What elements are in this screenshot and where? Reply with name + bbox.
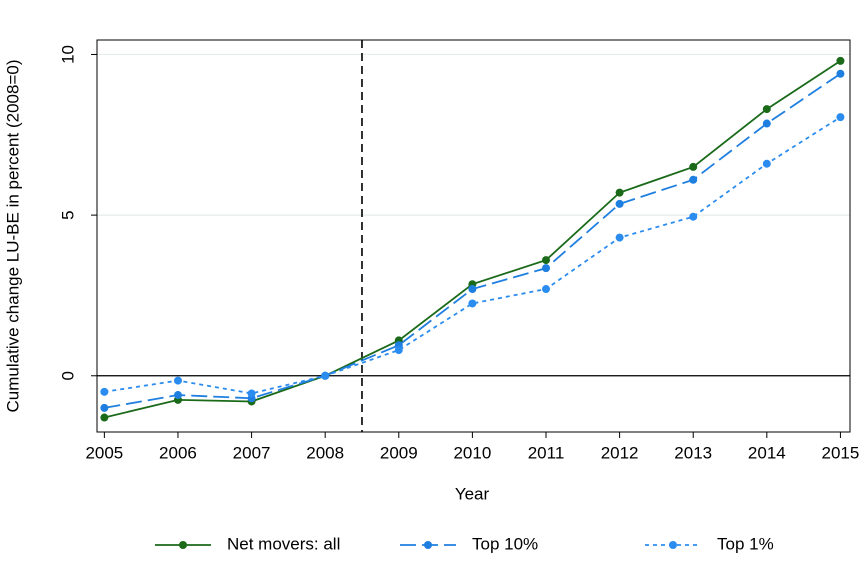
- y-tick-label: 5: [58, 210, 77, 219]
- series-marker: [836, 113, 845, 122]
- series-marker: [100, 387, 109, 396]
- series-marker: [468, 299, 477, 308]
- x-tick-label: 2008: [306, 443, 344, 462]
- legend-marker: [424, 541, 432, 549]
- series-marker: [247, 389, 256, 398]
- legend-label: Net movers: all: [227, 534, 340, 553]
- legend-label: Top 10%: [472, 534, 538, 553]
- series-marker: [100, 413, 109, 422]
- x-tick-label: 2013: [674, 443, 712, 462]
- y-axis-label: Cumulative change LU-BE in percent (2008…: [3, 60, 22, 413]
- series-marker: [836, 56, 845, 65]
- series-marker: [394, 346, 403, 355]
- series-marker: [689, 212, 698, 221]
- series-marker: [689, 175, 698, 184]
- series-line: [104, 60, 841, 419]
- series-marker: [689, 162, 698, 171]
- series-marker: [615, 188, 624, 197]
- series-marker: [173, 376, 182, 385]
- series-marker: [542, 285, 551, 294]
- x-axis-label: Year: [455, 484, 490, 503]
- series-marker: [468, 285, 477, 294]
- series-marker: [173, 391, 182, 400]
- x-tick-label: 2015: [822, 443, 860, 462]
- x-tick-label: 2010: [453, 443, 491, 462]
- series-marker: [615, 199, 624, 208]
- legend-marker: [179, 541, 187, 549]
- series-marker: [836, 69, 845, 78]
- series-marker: [542, 256, 551, 265]
- series-line: [104, 72, 841, 409]
- series-marker: [762, 105, 771, 114]
- legend-label: Top 1%: [717, 534, 774, 553]
- series-marker: [100, 403, 109, 412]
- x-tick-label: 2014: [748, 443, 786, 462]
- x-tick-label: 2009: [380, 443, 418, 462]
- y-tick-label: 0: [58, 371, 77, 380]
- x-tick-label: 2011: [528, 443, 565, 462]
- series-marker: [321, 371, 330, 380]
- x-tick-label: 2007: [233, 443, 271, 462]
- x-tick-label: 2006: [159, 443, 197, 462]
- legend-marker: [669, 541, 677, 549]
- plot-frame: [96, 39, 851, 433]
- y-tick-label: 10: [58, 45, 77, 64]
- x-tick-label: 2005: [85, 443, 123, 462]
- series-line: [104, 116, 841, 395]
- series-marker: [762, 159, 771, 168]
- series-marker: [542, 264, 551, 273]
- series-marker: [762, 119, 771, 128]
- x-tick-label: 2012: [601, 443, 639, 462]
- series-marker: [615, 233, 624, 242]
